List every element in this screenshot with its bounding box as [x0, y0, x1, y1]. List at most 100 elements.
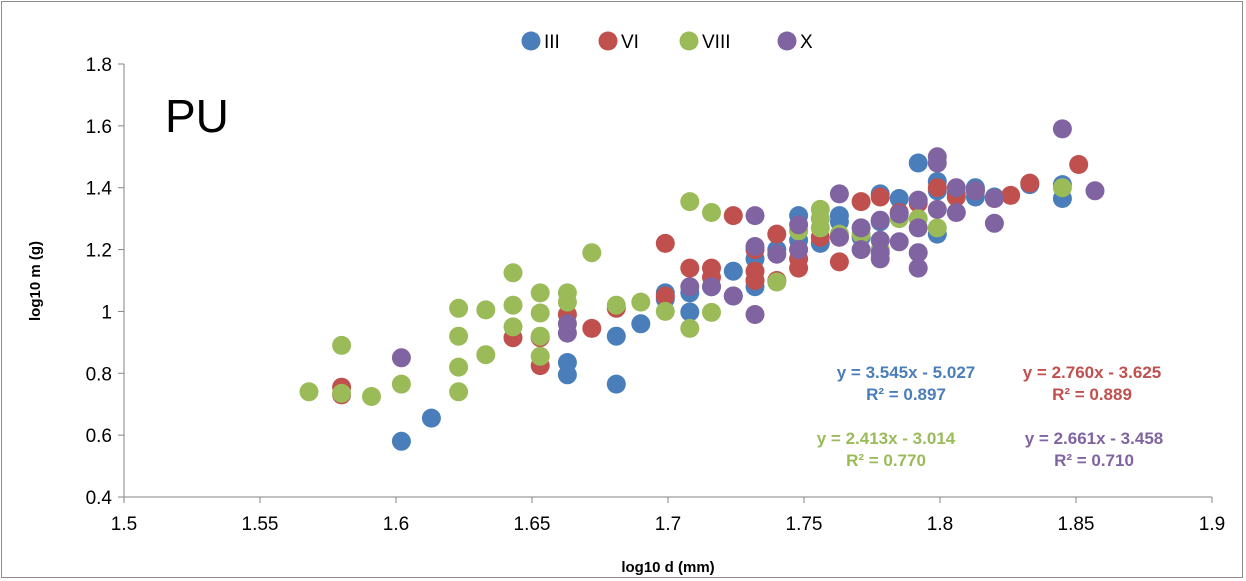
data-point: [299, 382, 319, 402]
data-point: [503, 317, 523, 337]
data-point: [965, 181, 985, 201]
data-point: [745, 305, 765, 324]
data-point: [680, 318, 700, 338]
data-point: [631, 292, 651, 312]
y-tick-label: 1.2: [86, 241, 112, 262]
r-squared-value: R² = 0.710: [1054, 451, 1134, 470]
data-point: [908, 190, 928, 210]
data-point: [908, 258, 928, 278]
data-point: [702, 203, 721, 222]
data-point: [984, 189, 1004, 208]
data-point: [655, 301, 675, 321]
data-point: [908, 218, 928, 238]
y-tick-label: 1.4: [86, 179, 113, 200]
x-tick-label: 1.9: [1199, 514, 1225, 535]
legend-label: III: [544, 32, 560, 53]
trendline-equations: y = 3.545x - 5.027 R² = 0.897 y = 2.760x -…: [817, 363, 1163, 470]
series-x: [391, 119, 1105, 368]
data-point: [530, 303, 550, 323]
data-point: [829, 252, 849, 272]
data-point: [789, 215, 809, 235]
y-tick-label: 1: [101, 302, 112, 323]
data-point: [789, 240, 809, 260]
data-point: [391, 374, 411, 394]
data-point: [810, 199, 830, 219]
x-axis-title: log10 d (mm): [621, 559, 714, 576]
data-point: [946, 203, 966, 222]
x-tick-label: 1.7: [655, 514, 681, 535]
x-tick-label: 1.85: [1058, 514, 1095, 535]
data-point: [391, 431, 411, 451]
data-point: [908, 153, 928, 173]
data-point: [767, 272, 787, 292]
data-point: [702, 258, 721, 278]
data-point: [927, 199, 947, 219]
x-tick-label: 1.5: [111, 514, 137, 535]
y-tick-labels: 0.4 0.6 0.8 1 1.2 1.4 1.6 1.8: [86, 55, 124, 509]
data-point: [702, 302, 721, 322]
legend-marker-iii: [521, 31, 541, 51]
trendline-equation: y = 2.661x - 3.458: [1025, 429, 1163, 448]
y-tick-label: 0.8: [86, 364, 112, 385]
data-point: [908, 243, 928, 263]
data-point: [362, 387, 381, 406]
data-point: [927, 178, 947, 198]
data-point: [870, 187, 890, 207]
data-point: [530, 283, 550, 303]
data-point: [680, 258, 700, 278]
x-tick-label: 1.6: [383, 514, 409, 535]
y-axis-title: log10 m (g): [27, 241, 44, 321]
data-point: [606, 295, 626, 315]
data-point: [829, 184, 849, 204]
r-squared-value: R² = 0.770: [846, 451, 926, 470]
data-point: [449, 382, 469, 402]
trendline-equation: y = 3.545x - 5.027: [837, 363, 975, 382]
data-point: [723, 206, 743, 226]
legend-label: VI: [621, 32, 639, 53]
data-point: [829, 206, 849, 226]
data-point: [557, 283, 577, 303]
data-point: [1069, 155, 1089, 174]
data-point: [1085, 181, 1105, 201]
data-point: [927, 147, 947, 167]
y-tick-label: 0.4: [86, 488, 113, 509]
data-point: [851, 192, 871, 212]
data-point: [503, 295, 523, 315]
data-point: [723, 261, 743, 281]
data-point: [680, 302, 700, 322]
legend-marker-viii: [679, 31, 699, 51]
data-point: [680, 192, 700, 212]
data-point: [631, 314, 651, 334]
data-points: [299, 119, 1105, 451]
x-tick-label: 1.55: [242, 514, 279, 535]
legend-marker-vi: [598, 31, 618, 51]
x-tick-label: 1.65: [514, 514, 551, 535]
data-point: [1001, 185, 1021, 205]
data-point: [851, 218, 871, 238]
data-point: [984, 213, 1004, 233]
data-point: [332, 383, 352, 403]
data-point: [655, 233, 675, 253]
data-point: [1052, 178, 1072, 198]
data-point: [557, 314, 577, 334]
legend-label: VIII: [702, 32, 731, 53]
data-point: [582, 243, 602, 263]
trendline-equation: y = 2.760x - 3.625: [1023, 363, 1161, 382]
data-point: [1052, 119, 1072, 139]
data-point: [557, 353, 577, 372]
data-point: [889, 204, 909, 224]
data-point: [530, 346, 550, 366]
data-point: [745, 237, 765, 256]
panel-label: PU: [165, 90, 229, 142]
data-point: [449, 298, 469, 318]
data-point: [829, 227, 849, 247]
data-point: [680, 277, 700, 297]
trendline-equation: y = 2.413x - 3.014: [817, 429, 956, 448]
data-point: [449, 326, 469, 346]
data-point: [655, 286, 675, 306]
legend: III VI VIII X: [521, 31, 813, 53]
data-point: [745, 261, 765, 281]
data-point: [702, 277, 721, 297]
data-point: [870, 210, 890, 230]
data-point: [889, 232, 909, 252]
